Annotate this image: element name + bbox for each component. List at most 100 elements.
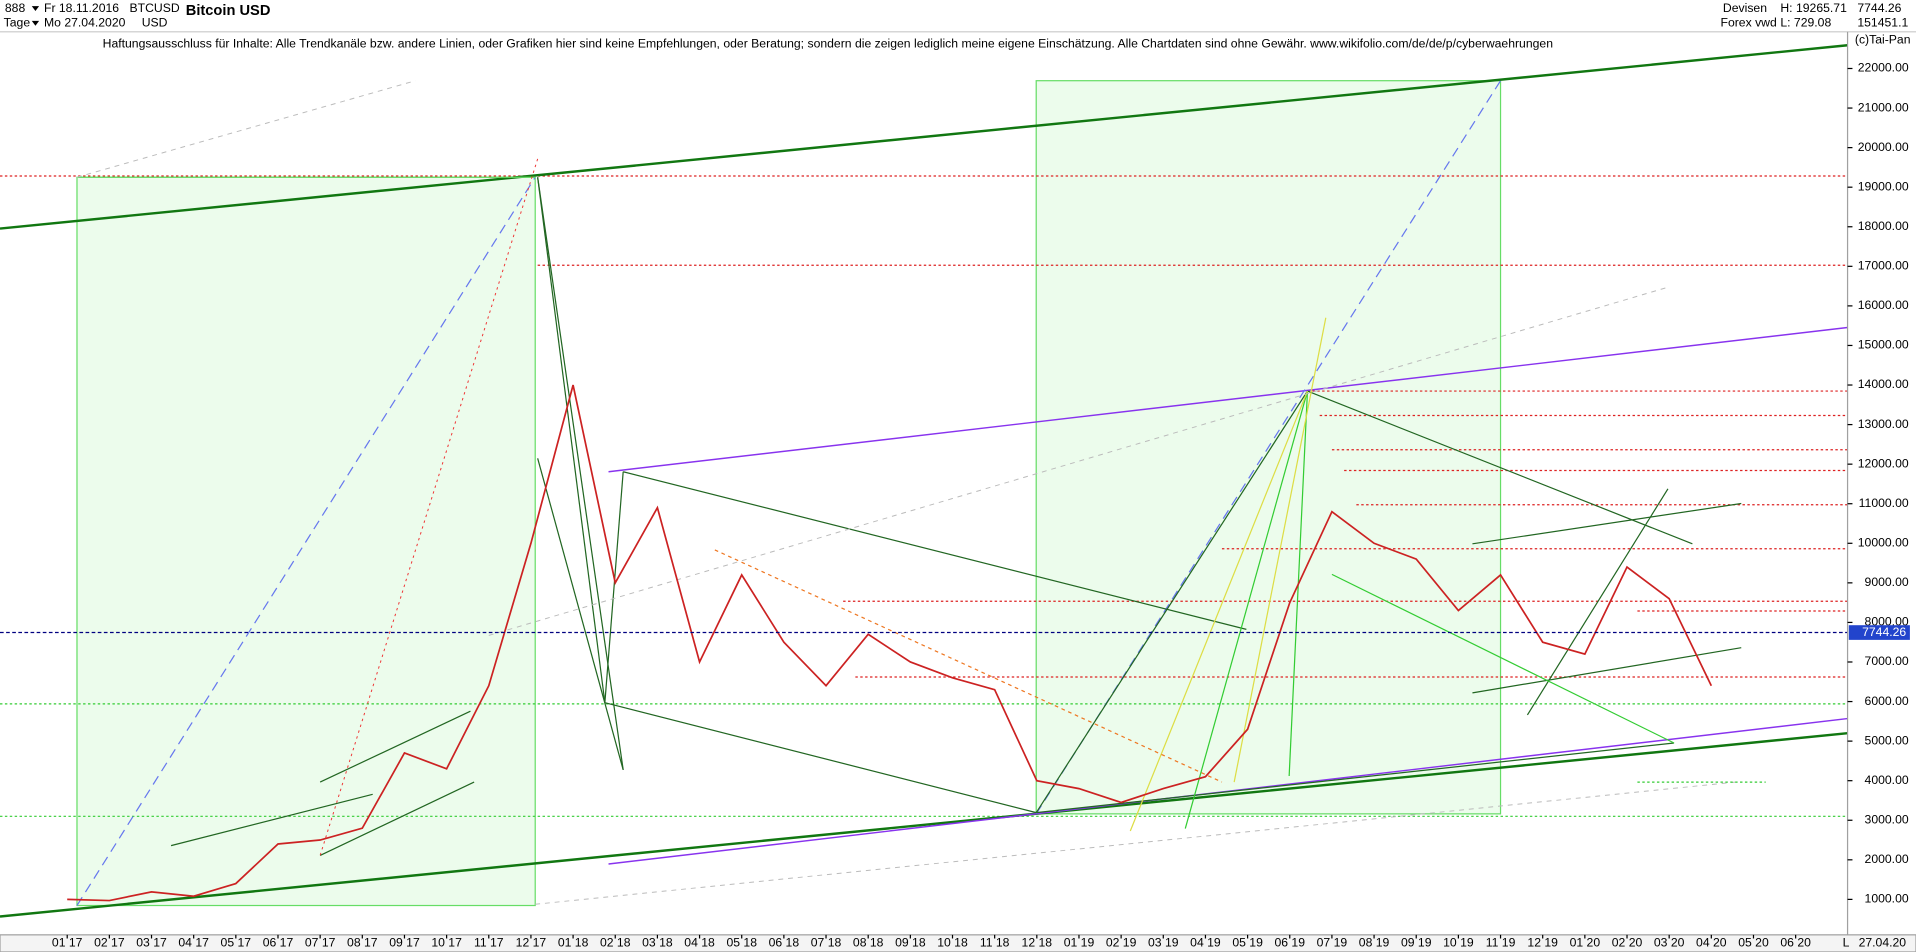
x-tick-label: 09 17 <box>389 936 420 950</box>
y-tick-label: 21000.00 <box>1858 100 1909 114</box>
dropdown-icon[interactable] <box>31 6 40 12</box>
y-tick-label: 5000.00 <box>1865 733 1909 747</box>
x-tick-label: 07 17 <box>305 936 336 950</box>
y-tick-label: 2000.00 <box>1865 852 1909 866</box>
x-tick-label: 07 18 <box>811 936 842 950</box>
channel-line <box>608 326 1848 473</box>
x-tick-label: 01 20 <box>1570 936 1601 950</box>
y-tick-label: 10000.00 <box>1858 536 1909 550</box>
x-tick-label: 03 17 <box>136 936 167 950</box>
price-line <box>67 384 1713 902</box>
x-end-date: 27.04.20 <box>1859 936 1907 950</box>
trend-line <box>76 80 416 178</box>
last-price-box <box>1848 625 1910 640</box>
trend-line <box>1035 390 1308 813</box>
x-tick-label: 06 19 <box>1274 936 1305 950</box>
chart-title: Bitcoin USD <box>186 3 271 19</box>
trend-line <box>604 702 1037 814</box>
x-tick-label: 06 18 <box>769 936 800 950</box>
y-tick-label: 18000.00 <box>1858 219 1909 233</box>
x-tick-label: 08 17 <box>347 936 378 950</box>
x-tick-label: 04 19 <box>1190 936 1221 950</box>
header-volume: 151451.1 <box>1857 15 1908 29</box>
x-tick-label: 12 18 <box>1022 936 1053 950</box>
trend-line <box>537 177 624 770</box>
y-tick-label: 17000.00 <box>1858 259 1909 273</box>
x-tick-label: 02 20 <box>1612 936 1643 950</box>
y-tick-label: 3000.00 <box>1865 812 1909 826</box>
y-tick-label: 22000.00 <box>1858 61 1909 75</box>
x-tick-label: 02 18 <box>600 936 631 950</box>
x-tick-label: 01 18 <box>558 936 589 950</box>
y-tick-label: 13000.00 <box>1858 417 1909 431</box>
x-tick-label: 05 17 <box>221 936 252 950</box>
y-tick-label: 9000.00 <box>1865 575 1909 589</box>
x-tick-label: 02 19 <box>1106 936 1137 950</box>
header-source: Forex vwd <box>1720 15 1776 29</box>
copyright: (c)Tai-Pan <box>1855 33 1911 47</box>
y-tick-label: 8000.00 <box>1865 615 1909 629</box>
header-currency: USD <box>142 15 168 29</box>
trend-line <box>319 781 475 856</box>
trend-line <box>1233 317 1327 783</box>
trend-line <box>1526 488 1669 716</box>
fan-line <box>76 176 536 906</box>
header-last: 7744.26 <box>1857 1 1901 15</box>
trend-line <box>1331 573 1675 744</box>
last-price-label: 7744.26 <box>1862 625 1906 639</box>
trend-line <box>1184 390 1309 829</box>
trend-line <box>714 549 1223 783</box>
x-tick-label: 03 20 <box>1654 936 1685 950</box>
y-tick-label: 14000.00 <box>1858 377 1909 391</box>
x-tick-label: 04 20 <box>1696 936 1727 950</box>
header-market: Devisen <box>1723 1 1767 15</box>
trend-line <box>537 458 624 771</box>
header-symbol: BTCUSD <box>130 1 180 15</box>
x-tick-label: 05 18 <box>726 936 757 950</box>
trend-line <box>1307 390 1693 545</box>
y-tick-label: 16000.00 <box>1858 298 1909 312</box>
x-tick-label: 08 19 <box>1359 936 1390 950</box>
x-tick-label: 01 17 <box>52 936 83 950</box>
x-tick-label: 12 19 <box>1527 936 1558 950</box>
trend-line <box>1129 390 1309 832</box>
y-tick-label: 12000.00 <box>1858 456 1909 470</box>
header-code[interactable]: 888 <box>5 1 26 15</box>
x-tick-label: 01 19 <box>1064 936 1095 950</box>
x-tick-label: 02 17 <box>94 936 125 950</box>
x-tick-label: 11 19 <box>1486 936 1516 950</box>
scale-mode[interactable]: L <box>1843 936 1850 950</box>
x-tick-label: 12 17 <box>516 936 547 950</box>
channel-line <box>0 732 1848 918</box>
y-tick-label: 20000.00 <box>1858 140 1909 154</box>
x-tick-label: 05 19 <box>1232 936 1263 950</box>
dropdown-icon[interactable] <box>31 20 40 26</box>
header-period[interactable]: Tage <box>4 15 31 29</box>
header-low: L: 729.08 <box>1780 15 1831 29</box>
y-tick-label: 1000.00 <box>1865 892 1909 906</box>
x-tick-label: 09 18 <box>895 936 926 950</box>
x-tick-label: 07 19 <box>1317 936 1348 950</box>
y-tick-label: 19000.00 <box>1858 179 1909 193</box>
header-high: H: 19265.71 <box>1780 1 1847 15</box>
trend-line <box>170 793 373 847</box>
header-to-date: Mo 27.04.2020 <box>44 15 126 29</box>
x-tick-label: 08 18 <box>853 936 884 950</box>
chart-subtitle: Haftungsausschluss für Inhalte: Alle Tre… <box>103 36 1553 50</box>
y-tick-label: 11000.00 <box>1859 496 1909 510</box>
trend-line <box>623 471 1247 630</box>
x-tick-label: 03 18 <box>642 936 673 950</box>
y-tick-label: 15000.00 <box>1858 338 1909 352</box>
trend-line <box>604 471 624 703</box>
x-tick-label: 03 19 <box>1148 936 1179 950</box>
y-tick-label: 4000.00 <box>1865 773 1909 787</box>
trend-line <box>319 710 471 783</box>
y-tick-label: 7000.00 <box>1865 654 1909 668</box>
x-tick-label: 11 17 <box>474 936 504 950</box>
x-tick-label: 04 17 <box>178 936 209 950</box>
x-tick-label: 06 17 <box>263 936 294 950</box>
x-tick-label: 06 20 <box>1780 936 1811 950</box>
x-tick-label: 09 19 <box>1401 936 1432 950</box>
